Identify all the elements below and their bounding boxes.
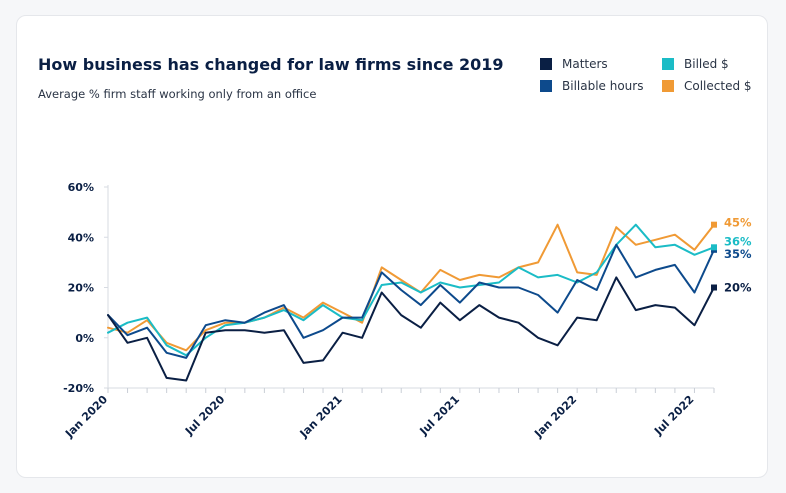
end-marker-billed xyxy=(711,244,717,251)
x-tick-label: Jan 2021 xyxy=(297,393,345,441)
y-tick-label: -20% xyxy=(63,382,94,395)
end-label-collected: 45% xyxy=(724,216,752,230)
series-line-billed xyxy=(107,223,715,357)
end-marker-matters xyxy=(711,284,717,291)
x-tick-label: Jul 2020 xyxy=(182,393,228,439)
x-tick-label: Jan 2022 xyxy=(531,393,579,441)
legend-label-billable-hours: Billable hours xyxy=(562,79,644,93)
legend-label-billed: Billed $ xyxy=(684,57,729,71)
series-line-collected xyxy=(107,223,715,352)
x-tick-label: Jul 2021 xyxy=(417,393,462,438)
legend-item-collected: Collected $ xyxy=(662,79,752,93)
x-tick-label: Jul 2022 xyxy=(651,393,696,438)
end-label-matters: 20% xyxy=(724,281,752,295)
y-tick-label: 20% xyxy=(68,282,94,295)
legend-swatch-billable-hours xyxy=(540,80,552,92)
y-tick-label: 60% xyxy=(68,181,94,194)
y-tick-label: 40% xyxy=(68,231,94,244)
series-line-billable-hours xyxy=(107,243,715,359)
end-marker-collected xyxy=(711,221,717,228)
legend-item-matters: Matters xyxy=(540,57,608,71)
legend-item-billed: Billed $ xyxy=(662,57,729,71)
end-label-billed: 36% xyxy=(724,234,752,248)
end-label-billable-hours: 35% xyxy=(724,247,752,261)
legend-swatch-billed xyxy=(662,58,674,70)
chart-subtitle: Average % firm staff working only from a… xyxy=(38,87,317,101)
y-tick-label: 0% xyxy=(75,332,94,345)
legend-label-collected: Collected $ xyxy=(684,79,752,93)
legend-label-matters: Matters xyxy=(562,57,608,71)
legend-swatch-matters xyxy=(540,58,552,70)
chart-card xyxy=(16,15,768,478)
x-tick-label: Jan 2020 xyxy=(62,393,110,441)
series-line-matters xyxy=(107,276,715,382)
legend-swatch-collected xyxy=(662,80,674,92)
chart-title: How business has changed for law firms s… xyxy=(38,55,504,74)
legend-item-billable-hours: Billable hours xyxy=(540,79,643,93)
